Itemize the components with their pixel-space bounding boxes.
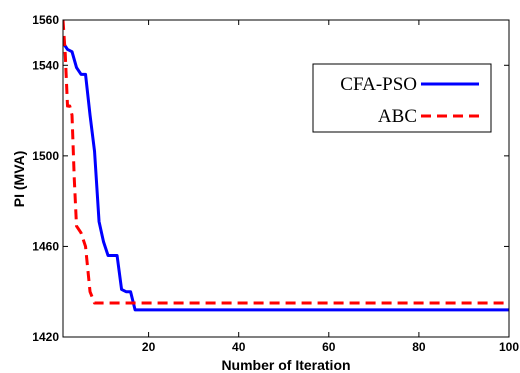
plot-area-frame: [62, 19, 510, 338]
x-tick-label: 100: [499, 340, 519, 354]
legend-label-cfa-pso: CFA-PSO: [340, 74, 417, 95]
y-tick-label: 1420: [32, 330, 59, 344]
x-tick-label: 40: [232, 340, 246, 354]
legend-box: [312, 63, 492, 133]
y-tick-label: 1460: [32, 239, 59, 253]
legend-label-abc: ABC: [378, 106, 417, 127]
x-tick-label: 60: [322, 340, 336, 354]
x-tick-label: 20: [142, 340, 156, 354]
tick-layer: 20 40 60 80 100 1420 1460 1500 1540 1560: [32, 13, 519, 354]
x-tick-label: 80: [412, 340, 426, 354]
y-tick-label: 1500: [32, 149, 59, 163]
y-axis-title: PI (MVA): [11, 151, 27, 208]
x-axis-title: Number of Iteration: [221, 357, 350, 373]
series-line-abc: [63, 19, 509, 305]
series-layer: [63, 19, 509, 312]
legend: CFA-PSO ABC: [312, 63, 492, 133]
y-tick-label: 1560: [32, 13, 59, 27]
y-tick-label: 1540: [32, 58, 59, 72]
series-line-cfa-pso: [63, 41, 509, 312]
